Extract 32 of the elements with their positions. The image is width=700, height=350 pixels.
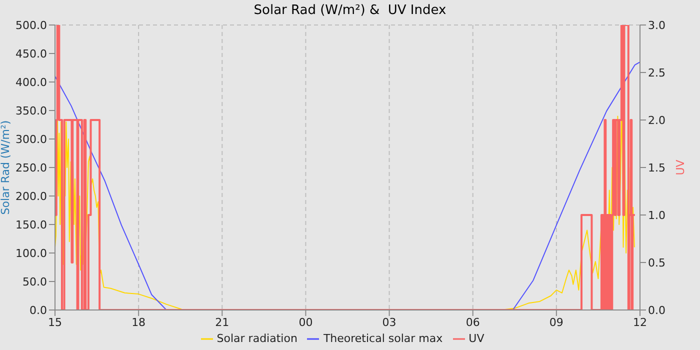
y2-axis-title: UV <box>674 159 687 176</box>
y-tick-label: 0.0 <box>30 304 47 317</box>
y2-tick-label: 1.0 <box>648 208 666 222</box>
x-tick-label: 03 <box>382 316 396 329</box>
y2-tick-label: 2.0 <box>648 114 666 127</box>
y-tick-label: 450.0 <box>16 47 47 60</box>
y-tick-label: 150.0 <box>16 218 47 232</box>
x-tick-label: 18 <box>132 316 146 329</box>
x-tick-label: 15 <box>48 316 62 329</box>
y-tick-label: 400.0 <box>16 76 47 89</box>
y-tick-label: 350.0 <box>16 104 47 118</box>
chart-title: Solar Rad (W/m²) & UV Index <box>252 3 448 18</box>
y-tick-label: 100.0 <box>16 246 47 260</box>
y2-tick-label: 0.5 <box>648 256 666 270</box>
y-tick-label: 50.0 <box>22 275 47 288</box>
y2-tick-label: 1.5 <box>648 161 666 174</box>
x-tick-label: 00 <box>298 316 313 329</box>
legend-label: UV <box>468 332 484 345</box>
y-tick-label: 200.0 <box>16 190 47 203</box>
x-tick-label: 09 <box>549 316 564 329</box>
y2-tick-label: 2.5 <box>648 66 666 80</box>
y-tick-label: 250.0 <box>16 161 47 174</box>
x-tick-label: 12 <box>633 316 647 329</box>
legend-label: Theoretical solar max <box>323 332 443 345</box>
y-tick-label: 500.0 <box>16 18 47 32</box>
y2-tick-label: 3.0 <box>648 18 666 32</box>
x-tick-label: 06 <box>466 316 480 329</box>
x-tick-label: 21 <box>215 316 230 329</box>
y2-tick-label: 0.0 <box>648 304 666 317</box>
y-axis-title: Solar Rad (W/m²) <box>0 120 12 215</box>
y-tick-label: 300.0 <box>16 132 47 146</box>
legend-label: Solar radiation <box>216 332 298 345</box>
